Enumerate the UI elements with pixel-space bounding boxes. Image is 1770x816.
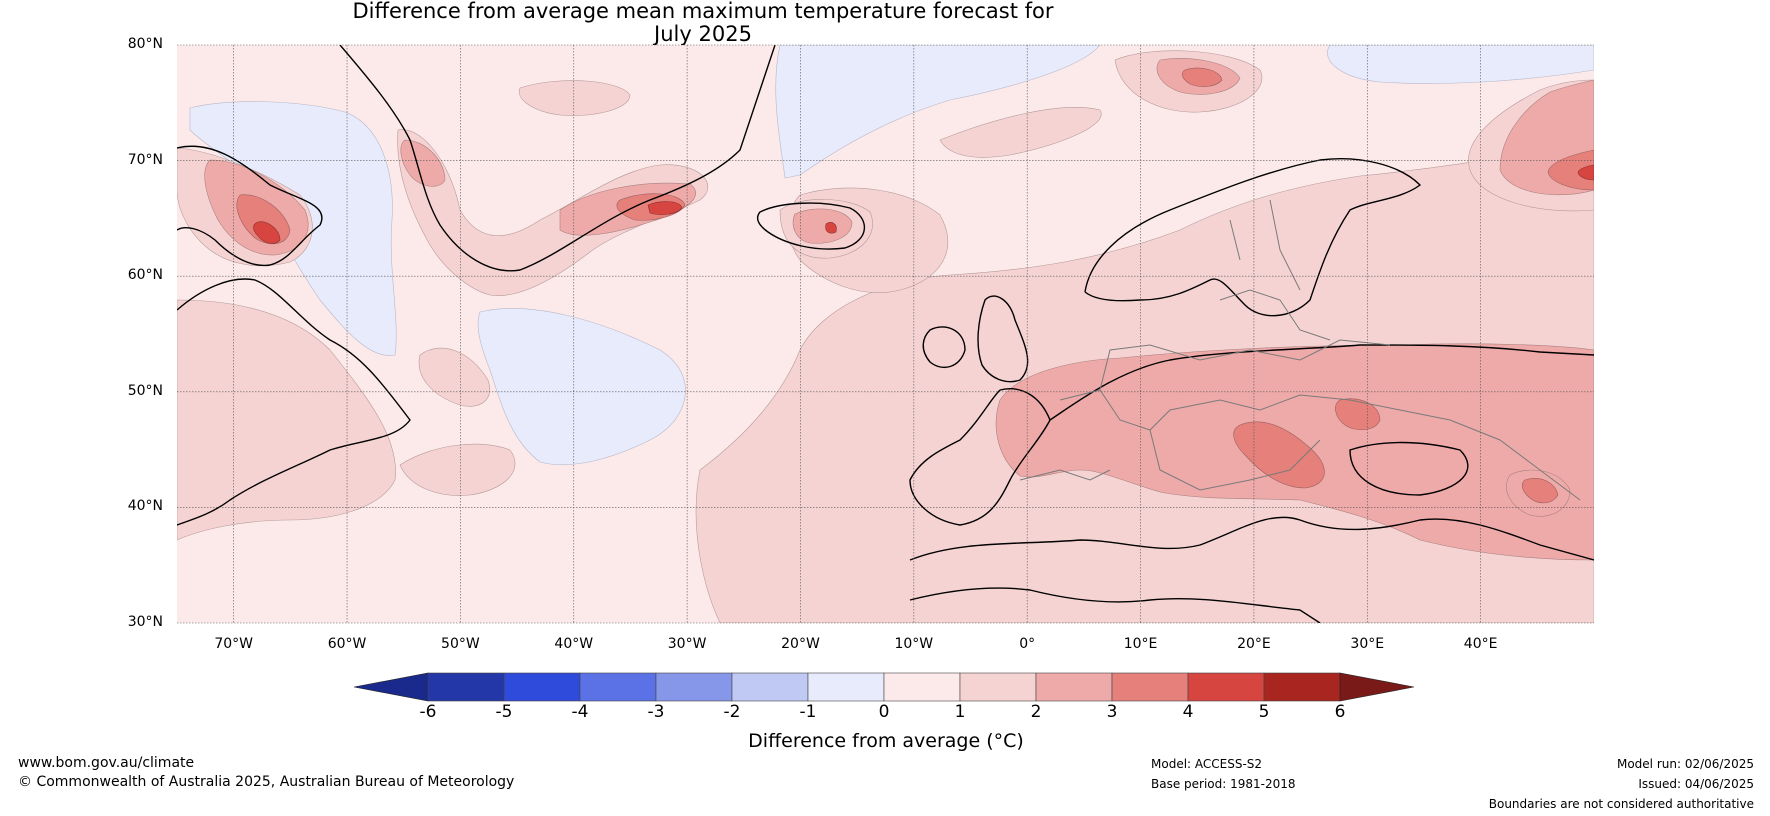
colorbar-title: Difference from average (°C) [748, 730, 1024, 752]
colorbar-tick-9: 3 [1106, 702, 1118, 722]
coastline-great-britain [977, 295, 1029, 383]
lon-label-1: 60°W [327, 636, 367, 652]
anomaly-region-greenland-sea [775, 45, 1101, 179]
colorbar-tick-5: -1 [799, 702, 817, 722]
colorbar [353, 672, 1415, 702]
footer-website: www.bom.gov.au/climate [18, 755, 195, 771]
country-borders [1019, 199, 1581, 501]
colorbar-tick-0: -6 [419, 702, 437, 722]
coastlines [177, 45, 1594, 623]
title-line-1: Difference from average mean maximum tem… [352, 0, 1054, 23]
border-segment-7 [1399, 409, 1581, 501]
border-segment-3 [1149, 429, 1321, 491]
colorbar-tick-4: -2 [723, 702, 741, 722]
anomaly-region-iceland-4to5 [825, 222, 837, 234]
anomaly-region-kara-4to5 [1577, 164, 1594, 181]
colorbar-tick-10: 4 [1182, 702, 1194, 722]
colorbar-bin-0 [427, 672, 505, 702]
anomaly-region-greenland-coast-1to2 [397, 129, 709, 296]
anomaly-region-labrador-1to2 [177, 299, 396, 541]
border-segment-6 [1019, 469, 1111, 481]
colorbar-tick-11: 5 [1258, 702, 1270, 722]
anomaly-region-barents-sea [1327, 45, 1594, 84]
colorbar-under-triangle [353, 672, 429, 702]
anomaly-region-greenland-west-2to3 [400, 139, 446, 187]
anomaly-region-iceland-2to3 [792, 208, 853, 244]
lat-label-5: 30°N [127, 614, 163, 630]
title-line-2: July 2025 [654, 22, 752, 46]
lat-label-4: 40°N [127, 498, 163, 515]
footer-base-period: Base period: 1981-2018 [1151, 777, 1296, 791]
anomaly-fields [177, 45, 1594, 623]
colorbar-tick-7: 1 [954, 702, 966, 722]
border-segment-5 [1229, 199, 1301, 291]
lon-label-10: 30°E [1350, 636, 1385, 652]
colorbar-bin-9 [1111, 672, 1189, 702]
anomaly-region-turkey-3to4 [1521, 478, 1559, 504]
anomaly-region-balkans-3to4 [1233, 421, 1325, 489]
coastline-scandinavia [1084, 158, 1422, 317]
lon-label-8: 10°E [1123, 636, 1158, 652]
colorbar-bin-7 [959, 672, 1037, 702]
colorbar-bin-8 [1035, 672, 1113, 702]
coastline-iceland [756, 202, 866, 250]
colorbar-tick-1: -5 [495, 702, 513, 722]
colorbar-tick-8: 2 [1030, 702, 1042, 722]
coastline-north-africa [909, 587, 1321, 623]
colorbar-bin-3 [655, 672, 733, 702]
map-title: Difference from average mean maximum tem… [0, 0, 1406, 46]
coastline-baffin-island [177, 145, 323, 267]
lon-label-2: 50°W [441, 636, 480, 652]
colorbar-bin-2 [579, 672, 657, 702]
coastline-black-sea [1349, 441, 1469, 496]
colorbar-bin-10 [1187, 672, 1265, 702]
border-segment-1 [1059, 389, 1401, 431]
colorbar-bin-6 [883, 672, 961, 702]
border-segment-2 [1099, 339, 1391, 391]
colorbar-tick-6: 0 [878, 702, 890, 722]
colorbar-bin-11 [1263, 672, 1341, 702]
coastline-labrador [177, 278, 411, 526]
coastline-mediterranean [909, 516, 1594, 561]
footer-model: Model: ACCESS-S2 [1151, 757, 1263, 771]
footer-model-run: Model run: 02/06/2025 [1616, 757, 1754, 771]
lat-label-3: 50°N [127, 382, 163, 399]
lon-label-7: 0° [1019, 636, 1036, 652]
colorbar-tick-12: 6 [1334, 702, 1346, 722]
colorbar-tick-3: -3 [647, 702, 665, 722]
coastline-europe-main [909, 344, 1594, 526]
lon-label-11: 40°E [1463, 636, 1498, 652]
footer-disclaimer: Boundaries are not considered authoritat… [1488, 797, 1754, 811]
anomaly-region-kara-3to4 [1547, 149, 1594, 191]
anomaly-region-svalbard-3to4 [1181, 67, 1223, 87]
lon-label-9: 20°E [1237, 636, 1271, 652]
footer-issued: Issued: 04/06/2025 [1638, 777, 1754, 791]
anomaly-region-baffin-4to5 [253, 221, 281, 244]
anomaly-region-labrador-sea [477, 308, 686, 465]
lat-label-1: 70°N [127, 151, 163, 168]
lat-label-2: 60°N [127, 267, 163, 284]
colorbar-tick-2: -4 [571, 702, 589, 722]
colorbar-bin-4 [731, 672, 809, 702]
lon-label-3: 40°W [554, 636, 594, 652]
anomaly-region-atlantic-small-2 [399, 443, 516, 496]
colorbar-over-triangle [1339, 672, 1415, 702]
colorbar-bin-5 [807, 672, 885, 702]
lon-label-4: 30°W [667, 636, 707, 652]
anomaly-region-greenland-4to5 [647, 201, 683, 215]
graticule [177, 44, 1594, 624]
anomaly-region-norwegian-sea [939, 107, 1102, 158]
lon-label-6: 10°W [894, 636, 934, 652]
anomaly-region-north-atlantic-small [518, 80, 631, 116]
lon-label-5: 20°W [781, 636, 820, 652]
footer-copyright: © Commonwealth of Australia 2025, Austra… [18, 774, 515, 790]
colorbar-bin-1 [503, 672, 581, 702]
border-segment-4 [1219, 289, 1331, 341]
coastline-greenland [339, 45, 776, 272]
coastline-ireland [922, 326, 966, 369]
lon-label-0: 70°W [214, 636, 253, 652]
lat-label-0: 80°N [127, 36, 163, 52]
